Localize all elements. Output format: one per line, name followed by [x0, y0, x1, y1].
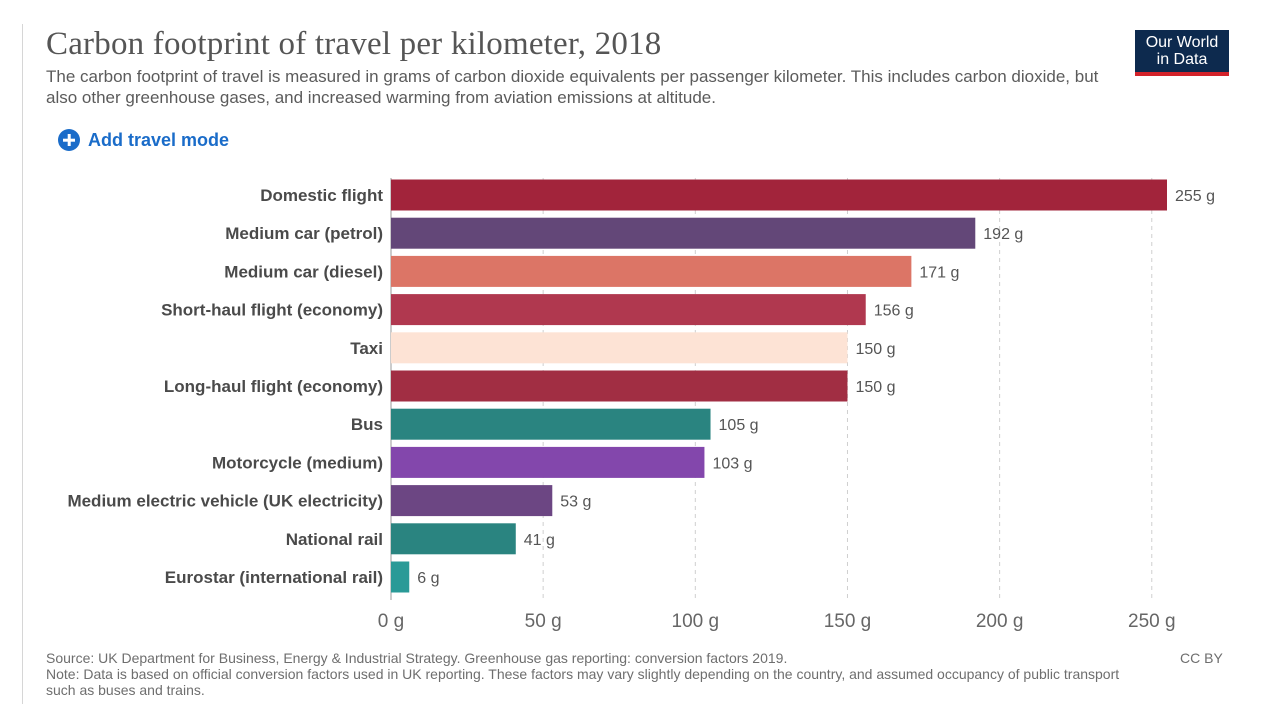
category-label: Medium car (petrol): [225, 224, 383, 243]
value-label: 150 g: [855, 379, 895, 396]
x-tick-label: 150 g: [824, 611, 872, 632]
bar-taxi[interactable]: [391, 332, 848, 364]
value-label: 192 g: [983, 226, 1023, 243]
category-label: Long-haul flight (economy): [164, 377, 383, 396]
bars: [391, 179, 1167, 593]
chart-subtitle: The carbon footprint of travel is measur…: [46, 67, 1099, 107]
add-travel-mode-label: Add travel mode: [88, 129, 230, 150]
value-label: 171 g: [919, 264, 959, 281]
license-link[interactable]: CC BY: [1180, 650, 1223, 666]
bar-medium-car-petrol[interactable]: [391, 217, 976, 249]
bar-medium-car-diesel[interactable]: [391, 255, 912, 287]
value-label: 103 g: [712, 455, 752, 472]
category-label: National rail: [286, 530, 383, 549]
bar-bus[interactable]: [391, 408, 711, 440]
owid-logo[interactable]: Our World in Data: [1135, 30, 1229, 76]
category-label: Medium car (diesel): [224, 262, 383, 281]
data-note: Note: Data is based on official conversi…: [46, 666, 1120, 698]
x-axis-ticks: 0 g 50 g 100 g 150 g 200 g 250 g: [378, 611, 1176, 632]
bar-eurostar-international-rail[interactable]: [391, 561, 410, 593]
add-travel-mode-button[interactable]: Add travel mode: [58, 129, 229, 151]
plus-circle-icon: [58, 129, 80, 151]
value-label: 53 g: [560, 494, 591, 511]
category-label: Taxi: [350, 339, 383, 358]
value-label: 255 g: [1175, 188, 1215, 205]
bar-short-haul-flight-economy[interactable]: [391, 294, 866, 326]
value-label: 41 g: [524, 532, 555, 549]
x-tick-label: 50 g: [525, 611, 562, 632]
chart-footer: Source: UK Department for Business, Ener…: [46, 650, 1146, 698]
value-label: 150 g: [855, 341, 895, 358]
value-label: 6 g: [417, 570, 439, 587]
category-label: Bus: [351, 415, 383, 434]
value-label: 105 g: [719, 417, 759, 434]
x-tick-label: 0 g: [378, 611, 404, 632]
source-note: Source: UK Department for Business, Ener…: [46, 650, 788, 666]
category-label: Domestic flight: [260, 186, 383, 205]
bar-motorcycle-medium[interactable]: [391, 446, 705, 478]
x-tick-label: 250 g: [1128, 611, 1176, 632]
category-labels: Domestic flight Medium car (petrol) Medium…: [67, 186, 383, 587]
category-label: Short-haul flight (economy): [161, 301, 383, 320]
left-border-rule: [22, 24, 23, 704]
logo-line-2: in Data: [1156, 51, 1208, 68]
category-label: Eurostar (international rail): [165, 568, 383, 587]
value-label: 156 g: [874, 303, 914, 320]
chart-title: Carbon footprint of travel per kilometer…: [46, 26, 662, 62]
x-tick-label: 100 g: [672, 611, 720, 632]
bar-national-rail[interactable]: [391, 523, 516, 555]
category-label: Medium electric vehicle (UK electricity): [67, 492, 383, 511]
bar-domestic-flight[interactable]: [391, 179, 1167, 211]
bar-long-haul-flight-economy[interactable]: [391, 370, 848, 402]
value-labels: 255 g 192 g 171 g 156 g 150 g 150 g 105 g 103 g…: [417, 188, 1215, 587]
logo-line-1: Our World: [1145, 34, 1219, 51]
bar-medium-electric-vehicle-uk-electricity[interactable]: [391, 485, 553, 517]
category-label: Motorcycle (medium): [212, 453, 383, 472]
x-tick-label: 200 g: [976, 611, 1024, 632]
